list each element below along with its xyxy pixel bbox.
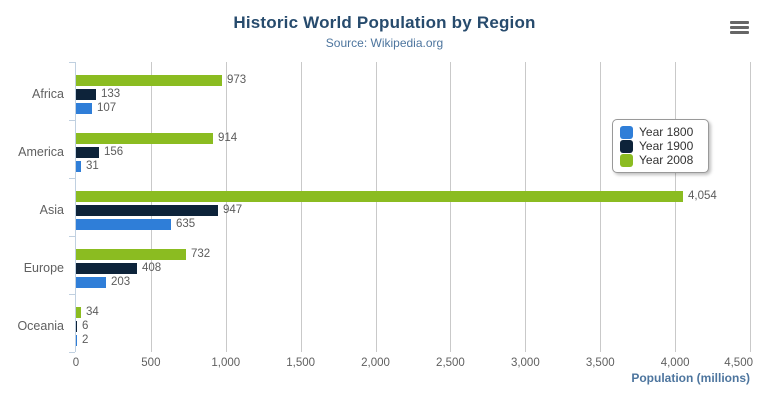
gridline: [675, 62, 677, 352]
gridline: [225, 62, 227, 352]
category-label: Europe: [23, 261, 64, 275]
hamburger-bar: [730, 31, 749, 34]
data-label: 732: [191, 248, 211, 260]
bar-africa-year-1800[interactable]: [76, 103, 92, 114]
bar-europe-year-2008[interactable]: [76, 249, 186, 260]
bar-america-year-2008[interactable]: [76, 133, 213, 144]
data-label: 2: [82, 334, 89, 346]
bar-america-year-1800[interactable]: [76, 161, 81, 172]
bar-asia-year-1900[interactable]: [76, 205, 218, 216]
category-axis-tick: [69, 178, 75, 179]
bar-europe-year-1800[interactable]: [76, 277, 106, 288]
bar-africa-year-2008[interactable]: [76, 75, 222, 86]
category-label: Oceania: [17, 319, 64, 333]
category-axis-line: [75, 62, 76, 352]
bar-asia-year-2008[interactable]: [76, 191, 683, 202]
category-axis-tick: [69, 62, 75, 63]
gridline: [375, 62, 377, 352]
data-label: 133: [101, 88, 121, 100]
legend-label: Year 2008: [639, 153, 694, 167]
legend-label: Year 1900: [639, 139, 694, 153]
bar-oceania-year-2008[interactable]: [76, 307, 81, 318]
data-label: 914: [218, 132, 238, 144]
legend-item-year-1800[interactable]: Year 1800: [620, 125, 701, 139]
data-label: 203: [111, 276, 131, 288]
data-label: 4,054: [688, 190, 717, 202]
gridline: [300, 62, 302, 352]
data-label: 156: [104, 146, 124, 158]
data-label: 6: [82, 320, 89, 332]
x-axis-title: Population (millions): [631, 371, 750, 385]
chart-title: Historic World Population by Region: [233, 13, 536, 32]
x-axis-tick-label: 1,500: [286, 357, 316, 369]
x-axis-tick-label: 500: [141, 357, 161, 369]
legend-swatch: [620, 125, 633, 139]
data-label: 635: [176, 218, 196, 230]
data-label: 31: [86, 160, 99, 172]
category-axis-tick: [69, 120, 75, 121]
bar-africa-year-1900[interactable]: [76, 89, 96, 100]
data-label: 973: [227, 74, 247, 86]
x-axis-tick-label: 2,000: [361, 357, 390, 369]
x-axis-tick-label: 2,500: [436, 357, 465, 369]
hamburger-menu-icon[interactable]: [730, 21, 749, 34]
category-label: Asia: [39, 203, 64, 217]
gridline: [450, 62, 452, 352]
category-axis-tick: [69, 236, 75, 237]
gridline: [600, 62, 602, 352]
data-label: 947: [223, 204, 243, 216]
x-axis-tick-label: 3,500: [585, 357, 615, 369]
bar-oceania-year-1900[interactable]: [76, 321, 77, 332]
bar-america-year-1900[interactable]: [76, 147, 99, 158]
x-axis-tick-label: 4,000: [660, 357, 690, 369]
legend: Year 1800 Year 1900 Year 2008: [612, 119, 709, 173]
hamburger-bar: [730, 21, 749, 24]
x-axis-tick-label: 0: [72, 357, 80, 369]
data-label: 34: [86, 306, 99, 318]
legend-item-year-2008[interactable]: Year 2008: [620, 153, 701, 167]
gridline: [525, 62, 527, 352]
legend-swatch: [620, 153, 633, 167]
legend-swatch: [620, 139, 633, 153]
chart-subtitle: Source: Wikipedia.org: [325, 36, 444, 50]
category-axis-tick: [69, 352, 75, 353]
legend-item-year-1900[interactable]: Year 1900: [620, 139, 701, 153]
x-axis-tick-label: 3,000: [510, 357, 540, 369]
legend-label: Year 1800: [639, 125, 694, 139]
data-label: 107: [97, 102, 117, 114]
category-axis-tick: [69, 294, 75, 295]
x-axis-tick-label: 1,000: [211, 357, 241, 369]
bar-oceania-year-1800[interactable]: [76, 335, 77, 346]
category-label: America: [18, 145, 64, 159]
x-axis-tick-label: 4,500: [724, 357, 753, 369]
bar-europe-year-1900[interactable]: [76, 263, 137, 274]
bar-asia-year-1800[interactable]: [76, 219, 171, 230]
category-label: Africa: [32, 87, 64, 101]
hamburger-bar: [730, 26, 749, 29]
data-label: 408: [142, 262, 162, 274]
gridline: [750, 62, 751, 352]
